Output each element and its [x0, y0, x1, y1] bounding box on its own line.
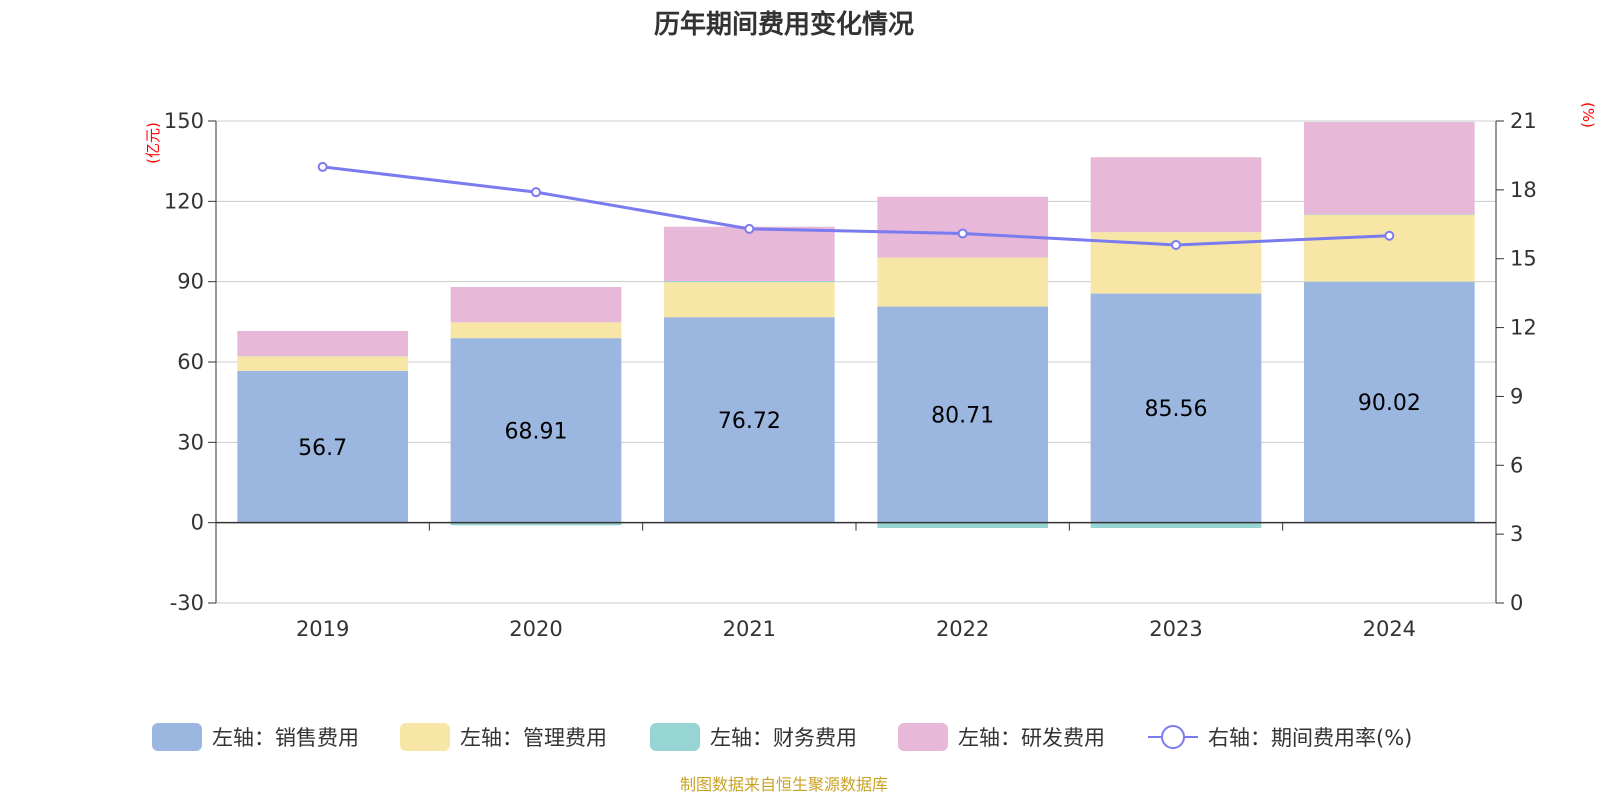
- source-note: 制图数据来自恒生聚源数据库: [680, 775, 888, 794]
- left-tick-label: 90: [177, 270, 204, 294]
- bar-segment: [877, 306, 1048, 523]
- bar-value-label: 68.91: [505, 419, 568, 444]
- bar-segment: [664, 226, 835, 282]
- bar-segment: [450, 338, 622, 523]
- bar-value-label: 76.72: [718, 409, 781, 434]
- bar-value-label: 90.02: [1358, 391, 1421, 416]
- bar-value-label: 56.7: [298, 436, 347, 461]
- bar-segment: [877, 522, 1048, 529]
- bar-segment: [450, 322, 622, 339]
- bar-segment: [1090, 522, 1262, 529]
- bar-segment: [237, 330, 408, 357]
- legend-label[interactable]: 左轴：财务费用: [710, 726, 857, 750]
- bar-segment: [237, 370, 408, 523]
- legend-swatch: [898, 723, 948, 751]
- bar-segment: [1304, 214, 1475, 215]
- bar-segment: [877, 196, 1048, 258]
- legend-label[interactable]: 右轴：期间费用率(%): [1208, 726, 1412, 750]
- rate-point: [957, 228, 968, 239]
- chart-title: 历年期间费用变化情况: [654, 9, 914, 40]
- rate-point: [1171, 239, 1181, 250]
- bar-segment: [664, 317, 835, 523]
- right-tick-label: 3: [1510, 522, 1523, 546]
- legend-swatch: [400, 723, 450, 751]
- category-label: 2020: [509, 617, 562, 641]
- left-tick-label: 150: [164, 109, 204, 133]
- legend-marker-icon: [1161, 725, 1185, 749]
- rate-point: [1384, 230, 1395, 241]
- legend-label[interactable]: 左轴：研发费用: [958, 726, 1105, 750]
- category-label: 2019: [296, 617, 349, 641]
- rate-point: [531, 187, 541, 198]
- right-tick-label: 6: [1510, 453, 1523, 477]
- rate-point: [317, 161, 328, 172]
- bar-segment: [1304, 281, 1475, 523]
- bar-segment: [1304, 214, 1475, 282]
- category-label: 2024: [1363, 617, 1416, 641]
- left-tick-label: 0: [191, 511, 204, 535]
- bar-value-label: 80.71: [931, 404, 994, 429]
- bar-segment: [664, 282, 835, 318]
- axes: -30 0 30 60 90 120 150 0 3 6 9 12 15 18 21 2019 2020 2021…: [164, 109, 1537, 641]
- right-tick-label: 9: [1510, 384, 1523, 408]
- category-label: 2023: [1149, 617, 1202, 641]
- category-label: 2022: [936, 617, 989, 641]
- right-tick-label: 12: [1510, 316, 1537, 340]
- left-tick-label: 120: [164, 189, 204, 213]
- bar-segment: [877, 257, 1048, 307]
- left-tick-label: 60: [177, 350, 204, 374]
- bars: [237, 122, 1475, 529]
- left-tick-label: -30: [170, 591, 204, 615]
- bar-segment: [237, 356, 408, 371]
- bar-segment: [1090, 293, 1262, 523]
- right-tick-label: 21: [1510, 109, 1537, 133]
- right-tick-label: 0: [1510, 591, 1523, 615]
- category-label: 2021: [723, 617, 776, 641]
- bar-segment: [1304, 122, 1475, 215]
- bar-segment: [450, 286, 622, 323]
- rate-line-path: [322, 165, 1390, 247]
- legend-swatch: [650, 723, 700, 751]
- left-axis-unit: (亿元): [144, 122, 162, 164]
- legend-label[interactable]: 左轴：管理费用: [460, 726, 607, 750]
- right-tick-label: 18: [1510, 178, 1537, 202]
- right-tick-label: 15: [1510, 247, 1537, 271]
- legend-swatch: [152, 723, 202, 751]
- legend: 左轴：销售费用 左轴：管理费用 左轴：财务费用 左轴：研发费用 右轴：期间费用率(%): [152, 723, 1412, 751]
- left-tick-label: 30: [177, 430, 204, 454]
- data-labels: 56.7 68.91 76.72 80.71 85.56 90.02: [298, 391, 1421, 461]
- rate-point: [744, 223, 755, 234]
- bar-segment: [450, 522, 622, 526]
- bar-value-label: 85.56: [1145, 397, 1208, 422]
- legend-label[interactable]: 左轴：销售费用: [212, 726, 359, 750]
- bar-segment: [664, 281, 835, 283]
- bar-segment: [1090, 157, 1262, 233]
- rate-line: [317, 161, 1395, 250]
- right-axis-unit: (%): [1579, 102, 1597, 128]
